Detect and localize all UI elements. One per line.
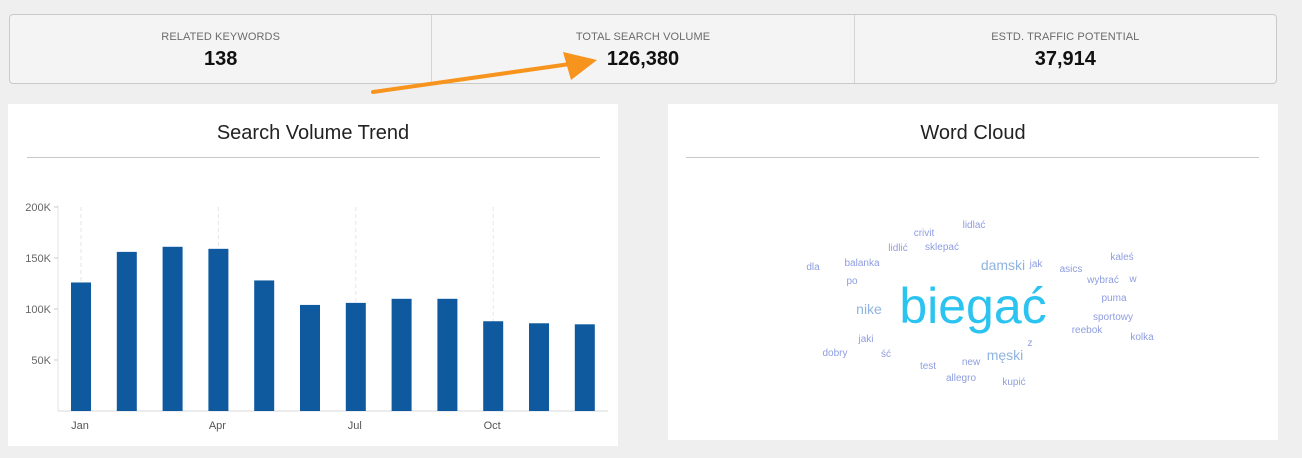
panel-title: Word Cloud (920, 122, 1026, 144)
word-cloud-word[interactable]: po (846, 276, 858, 287)
bar (529, 323, 549, 411)
y-tick-label: 200K (25, 202, 51, 214)
search-volume-chart: 50K 100K 150K 200K Jan Apr Jul Oct (25, 202, 608, 432)
word-cloud-word[interactable]: sklepać (925, 242, 959, 253)
word-cloud-word[interactable]: jak (1029, 259, 1043, 270)
word-cloud-word[interactable]: lidlać (962, 220, 986, 231)
bar (116, 251, 137, 411)
bar (391, 298, 412, 411)
stat-total-search-volume: TOTAL SEARCH VOLUME 126,380 (432, 15, 855, 83)
word-cloud-word[interactable]: męski (986, 347, 1024, 363)
word-cloud-word[interactable]: lidlić (888, 243, 908, 254)
word-cloud-word[interactable]: z (1027, 338, 1033, 349)
bar (162, 246, 183, 411)
y-tick-label: 150K (25, 253, 51, 265)
stat-value: 126,380 (606, 48, 680, 70)
bar (483, 321, 504, 411)
stat-label: RELATED KEYWORDS (161, 31, 281, 43)
word-cloud-word[interactable]: asics (1059, 264, 1083, 275)
bar (300, 304, 320, 411)
y-tick-label: 100K (25, 304, 51, 316)
annotation-arrow-icon (371, 52, 597, 94)
x-tick-label: Oct (484, 420, 501, 432)
divider (686, 157, 1259, 158)
stat-traffic-potential: ESTD. TRAFFIC POTENTIAL 37,914 (855, 15, 1276, 83)
search-volume-trend-panel: Search Volume Trend 50K 100K 150K 200K Jan Ap… (8, 104, 618, 446)
bar (574, 324, 595, 411)
stat-related-keywords: RELATED KEYWORDS 138 (10, 15, 433, 83)
y-tick-label: 50K (31, 355, 51, 367)
word-cloud-word[interactable]: wybrać (1087, 275, 1119, 286)
x-tick-label: Apr (209, 420, 226, 432)
word-cloud-word[interactable]: kaleś (1110, 252, 1134, 263)
bar (437, 298, 458, 411)
word-cloud-word[interactable]: new (961, 357, 981, 368)
word-cloud-word[interactable]: allegro (945, 373, 977, 384)
word-cloud-word[interactable]: crivit (913, 228, 935, 239)
stats-bar: RELATED KEYWORDS 138 TOTAL SEARCH VOLUME… (9, 14, 1277, 84)
word-cloud-word[interactable]: reebok (1071, 325, 1103, 336)
word-cloud-panel: Word Cloud biegać damski męski nike lidlać cr… (668, 104, 1278, 440)
word-cloud-word[interactable]: damski (980, 257, 1026, 273)
word-cloud-word[interactable]: dobry (822, 348, 848, 359)
panel-title: Search Volume Trend (216, 122, 410, 144)
bar (208, 248, 229, 411)
word-cloud-word[interactable]: test (919, 361, 937, 372)
word-cloud-word[interactable]: sportowy (1092, 312, 1134, 323)
x-tick-label: Jul (348, 420, 362, 432)
word-cloud-word[interactable]: kupić (1002, 377, 1026, 388)
word-cloud-word[interactable]: jaki (858, 334, 874, 345)
word-cloud-word[interactable]: dla (806, 262, 820, 273)
bar (71, 282, 91, 411)
x-tick-label: Jan (71, 420, 89, 432)
stat-label: TOTAL SEARCH VOLUME (575, 31, 711, 43)
stat-value: 138 (203, 48, 238, 70)
word-cloud-word[interactable]: ść (881, 349, 891, 360)
word-cloud-word[interactable]: balanka (844, 258, 880, 269)
word-cloud-word[interactable]: w (1129, 274, 1137, 285)
word-cloud-word[interactable]: puma (1101, 293, 1127, 304)
divider (27, 157, 600, 158)
bar (254, 280, 275, 411)
stat-value: 37,914 (1034, 48, 1096, 70)
word-cloud-word[interactable]: biegać (899, 278, 1047, 334)
word-cloud-word[interactable]: nike (856, 301, 882, 317)
bar (345, 302, 366, 411)
stat-label: ESTD. TRAFFIC POTENTIAL (991, 31, 1140, 43)
word-cloud-word[interactable]: kolka (1130, 332, 1154, 343)
